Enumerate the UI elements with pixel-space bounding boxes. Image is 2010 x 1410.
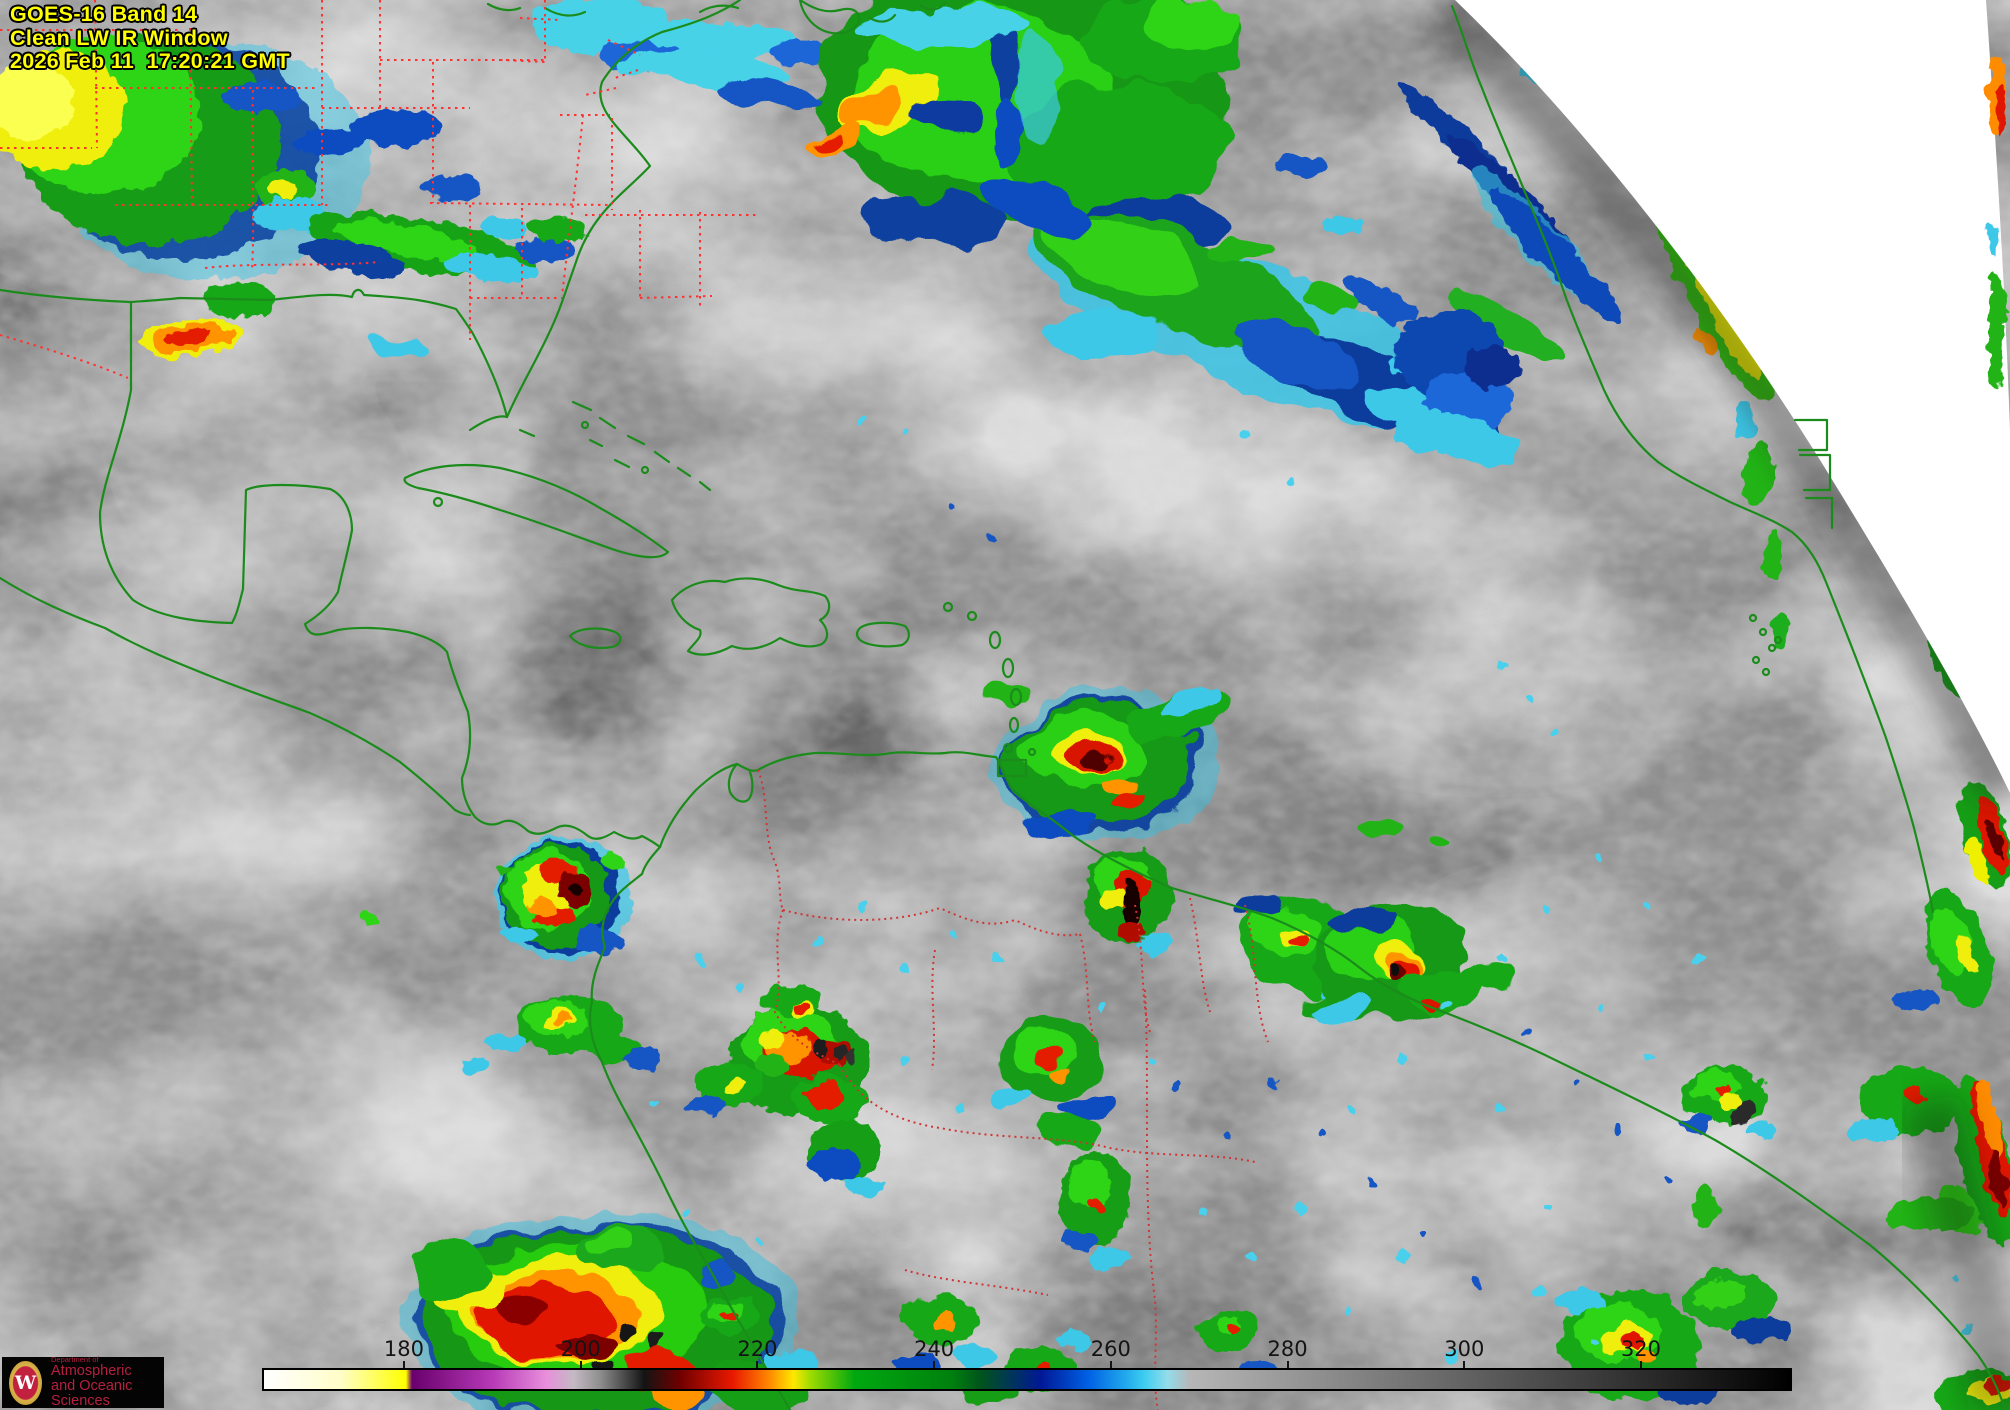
storm-darkcore-cell	[1084, 847, 1173, 954]
storm-gulf-band	[296, 212, 590, 283]
storm-africa-limb-chain	[1679, 602, 2010, 1410]
storm-bottomleft-mega	[400, 1210, 815, 1410]
colorbar-tick-mark	[1286, 1361, 1289, 1368]
colorbar-tick-mark	[933, 1361, 936, 1368]
storm-atlantic-mega	[610, 0, 1240, 251]
colorbar-tick-label: 280	[1267, 1337, 1308, 1361]
colorbar-tick-mark	[1639, 1361, 1642, 1368]
state-borders-overlay	[0, 0, 758, 379]
image-title-overlay: GOES-16 Band 14 Clean LW IR Window 2026 Fe…	[10, 2, 290, 74]
colorbar-tick-mark	[1463, 1361, 1466, 1368]
colorbar-tick-label: 220	[737, 1337, 778, 1361]
storm-itcz-guianas	[987, 680, 1231, 840]
colorbar-tick-mark	[402, 1361, 405, 1368]
storm-midwest	[0, 35, 529, 358]
storm-pacific-colombia	[362, 836, 631, 960]
colorbar-tick-mark	[756, 1361, 759, 1368]
colorbar-tick-label: 200	[560, 1337, 601, 1361]
satellite-band-label: GOES-16 Band 14	[10, 2, 198, 26]
logo-dept-label: Department of	[51, 1354, 99, 1364]
colorbar-tick-mark	[579, 1361, 582, 1368]
corner-limb-shading	[1900, 1092, 2010, 1410]
colorbar-tick-label: 300	[1444, 1337, 1485, 1361]
space-crescent	[1455, 0, 2010, 793]
storm-amazon-complex	[685, 985, 880, 1195]
colorbar-tick-mark	[1109, 1361, 1112, 1368]
product-name-label: Clean LW IR Window	[10, 25, 228, 50]
colorbar: 180 200 220 240 260 280 300 320	[262, 1337, 1792, 1393]
uw-aos-logo: W Department of Atmospheric and Oceanic …	[2, 1354, 164, 1410]
logo-line2: and Oceanic Sciences	[51, 1377, 133, 1410]
storm-se-front	[371, 179, 1572, 468]
timestamp-label: 2026 Feb 11 17:20:21 GMT	[10, 49, 290, 73]
colorbar-gradient	[262, 1368, 1792, 1391]
crest-letter: W	[14, 1371, 37, 1394]
uw-crest-icon: W	[9, 1360, 42, 1405]
colorbar-ticks: 180 200 220 240 260 280 300 320	[262, 1337, 1792, 1393]
colorbar-tick-label: 320	[1620, 1337, 1662, 1361]
colorbar-tick-label: 260	[1090, 1337, 1131, 1361]
logo-line1: Atmospheric	[51, 1362, 132, 1379]
colorbar-tick-label: 240	[914, 1337, 955, 1361]
logo-text: Department of Atmospheric and Oceanic Sc…	[51, 1354, 164, 1410]
speck-field	[651, 417, 1974, 1363]
storm-south-colombia	[459, 997, 660, 1073]
storm-itcz-east	[988, 819, 1518, 1147]
limb-shading	[1424, 0, 2010, 806]
storm-right-strip	[1986, 55, 2008, 390]
colorbar-tick-label: 180	[383, 1337, 425, 1361]
